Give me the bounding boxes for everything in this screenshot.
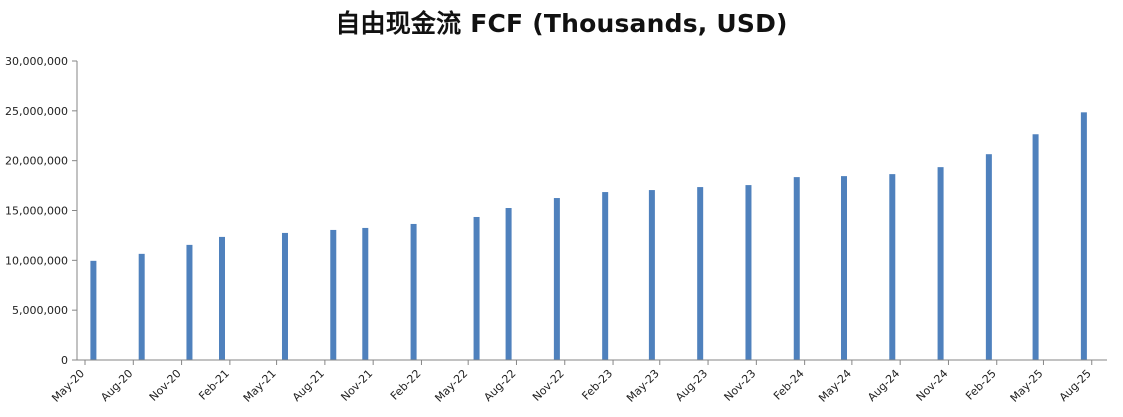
x-tick-label: May-21	[241, 367, 279, 405]
bar	[362, 227, 369, 360]
bar	[553, 198, 560, 360]
chart-title: 自由现金流 FCF (Thousands, USD)	[335, 9, 788, 38]
x-tick-label: Nov-22	[530, 367, 567, 404]
bar	[186, 244, 193, 360]
bar	[985, 154, 992, 360]
x-tick-label: Feb-24	[771, 367, 807, 403]
bar	[745, 185, 752, 360]
x-tick-label: Nov-23	[722, 367, 759, 404]
y-tick-label: 20,000,000	[5, 155, 68, 168]
x-tick-label: Aug-24	[865, 367, 902, 404]
y-tick-label: 10,000,000	[5, 254, 68, 267]
x-tick-label: May-23	[624, 367, 662, 405]
x-tick-label: May-22	[432, 367, 470, 405]
x-tick-label: Aug-21	[290, 367, 327, 404]
bar	[410, 223, 417, 360]
bar	[473, 216, 480, 360]
y-tick-label: 0	[61, 354, 68, 367]
y-axis: 0 5,000,000 10,000,000 15,000,000 20,000,000…	[5, 55, 78, 367]
x-tick-label: May-24	[816, 367, 854, 405]
x-tick-label: Feb-23	[579, 367, 615, 403]
bar	[218, 236, 225, 360]
bar	[281, 232, 288, 360]
bar	[90, 260, 97, 360]
bar	[1032, 134, 1039, 360]
x-tick-label: Feb-22	[388, 367, 424, 403]
bar	[841, 176, 847, 360]
x-tick-label: Nov-21	[338, 367, 375, 404]
bar	[330, 229, 337, 360]
bars	[90, 112, 1087, 360]
x-tick-label: Feb-21	[196, 367, 232, 403]
bar	[505, 208, 512, 360]
x-tick-label: May-20	[49, 367, 87, 405]
bar	[793, 177, 800, 360]
x-tick-label: Aug-25	[1057, 367, 1094, 404]
y-tick-label: 5,000,000	[12, 304, 68, 317]
bar	[937, 167, 944, 360]
y-tick-label: 25,000,000	[5, 105, 68, 118]
bar	[1080, 112, 1087, 360]
bar	[138, 253, 145, 360]
x-tick-label: Aug-20	[98, 367, 135, 404]
bar	[697, 187, 704, 360]
x-tick-label: Feb-25	[963, 367, 999, 403]
x-axis: May-20 Aug-20 Nov-20 Feb-21 May-21 Aug-21 Nov-…	[49, 359, 1107, 405]
x-tick-label: Nov-24	[914, 367, 951, 404]
x-tick-label: May-25	[1008, 367, 1046, 405]
x-tick-label: Aug-22	[481, 367, 518, 404]
bar	[602, 192, 609, 360]
x-tick-label: Aug-23	[673, 367, 710, 404]
y-tick-label: 15,000,000	[5, 205, 68, 218]
bar	[889, 174, 896, 360]
y-tick-label: 30,000,000	[5, 55, 68, 68]
bar	[648, 190, 655, 360]
x-tick-label: Nov-20	[147, 367, 184, 404]
